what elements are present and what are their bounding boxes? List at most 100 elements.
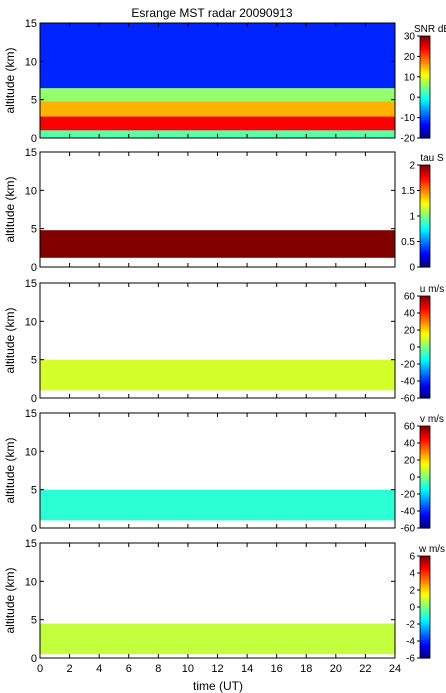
colorbar-segment xyxy=(420,576,430,580)
colorbar-segment xyxy=(420,249,430,253)
colorbar-segment xyxy=(420,599,430,603)
y-tick-label: 5 xyxy=(31,95,37,107)
colorbar-segment xyxy=(420,94,430,98)
colorbar-segment xyxy=(420,617,430,621)
colorbar-segment xyxy=(420,489,430,493)
colorbar-segment xyxy=(420,596,430,600)
colorbar-segment xyxy=(420,301,430,305)
colorbar-label: SNR dB xyxy=(414,24,446,35)
colorbar-tick-label: 6 xyxy=(409,552,415,563)
colorbar-segment xyxy=(420,487,430,491)
y-axis-label: altitude (km) xyxy=(3,176,17,242)
x-axis-label: time (UT) xyxy=(193,679,243,693)
x-tick-label: 12 xyxy=(211,663,223,675)
colorbar-segment xyxy=(420,233,430,237)
y-tick-label: 0 xyxy=(31,523,37,535)
panel-1: 0 5 10 15 altitude (km) SNR dB30 20 10 0 -10 -20 xyxy=(3,18,446,145)
colorbar-tick-label: 0 xyxy=(409,603,415,614)
colorbar-segment xyxy=(420,38,430,42)
colorbar-segment xyxy=(420,431,430,435)
colorbar-segment xyxy=(420,385,430,389)
colorbar-tick-label: 1.5 xyxy=(401,186,415,197)
colorbar-segment xyxy=(420,102,430,106)
x-tick-label: 24 xyxy=(389,663,401,675)
y-tick-label: 10 xyxy=(25,446,37,458)
colorbar-tick-label: 60 xyxy=(404,422,416,433)
y-tick-label: 5 xyxy=(31,224,37,236)
data-layer-5 xyxy=(40,23,395,89)
colorbar-segment xyxy=(420,226,430,230)
colorbar-segment xyxy=(420,216,430,220)
colorbar-segment xyxy=(420,652,430,657)
colorbar-segment xyxy=(420,208,430,212)
colorbar-label: w m/s xyxy=(418,544,445,555)
colorbar-segment xyxy=(420,135,430,139)
colorbar-segment xyxy=(420,334,430,338)
colorbar-segment xyxy=(420,125,430,129)
colorbar-segment xyxy=(420,499,430,504)
colorbar-tick-label: 0 xyxy=(409,343,415,354)
colorbar-segment xyxy=(420,92,430,96)
colorbar-segment xyxy=(420,627,430,631)
y-tick-label: 5 xyxy=(31,355,37,367)
y-tick-label: 15 xyxy=(25,538,37,550)
colorbar-segment xyxy=(420,510,430,514)
colorbar-segment xyxy=(420,341,430,346)
colorbar-segment xyxy=(420,256,430,260)
y-axis-label: altitude (km) xyxy=(3,437,17,503)
colorbar-segment xyxy=(420,612,430,616)
colorbar-tick-label: 1 xyxy=(409,212,415,223)
colorbar-segment xyxy=(420,264,430,268)
colorbar-segment xyxy=(420,238,430,243)
data-layer-4 xyxy=(40,88,395,102)
colorbar-segment xyxy=(420,566,430,570)
colorbar-segment xyxy=(420,296,430,300)
colorbar-tick-label: -20 xyxy=(401,360,416,371)
colorbar-segment xyxy=(420,298,430,302)
colorbar-segment xyxy=(420,372,430,376)
colorbar-segment xyxy=(420,507,430,511)
colorbar-segment xyxy=(420,392,430,397)
colorbar-segment xyxy=(420,259,430,263)
colorbar-segment xyxy=(420,180,430,184)
x-tick-label: 2 xyxy=(67,663,73,675)
colorbar-segment xyxy=(420,494,430,498)
colorbar-segment xyxy=(420,635,430,639)
colorbar-segment xyxy=(420,311,430,315)
y-tick-label: 0 xyxy=(31,393,37,405)
colorbar-segment xyxy=(420,382,430,386)
colorbar-segment xyxy=(420,471,430,476)
colorbar-segment xyxy=(420,172,430,176)
colorbar-segment xyxy=(420,586,430,590)
colorbar-segment xyxy=(420,336,430,340)
colorbar-segment xyxy=(420,558,430,562)
colorbar-segment xyxy=(420,443,430,447)
colorbar-segment xyxy=(420,624,430,628)
colorbar-segment xyxy=(420,241,430,245)
colorbar-segment xyxy=(420,517,430,521)
y-axis-label: altitude (km) xyxy=(3,307,17,373)
colorbar-segment xyxy=(420,446,430,450)
figure-title: Esrange MST radar 20090913 xyxy=(131,6,293,20)
colorbar-segment xyxy=(420,357,430,361)
colorbar-segment xyxy=(420,69,430,73)
colorbar-tick-label: 0 xyxy=(409,263,415,274)
colorbar-tick-label: -20 xyxy=(401,134,416,145)
colorbar-segment xyxy=(420,326,430,330)
colorbar-tick-label: -20 xyxy=(401,490,416,501)
colorbar-segment xyxy=(420,165,430,169)
colorbar-segment xyxy=(420,573,430,577)
colorbar-tick-label: -10 xyxy=(401,113,416,124)
colorbar-segment xyxy=(420,655,430,659)
colorbar-segment xyxy=(420,556,430,560)
colorbar-segment xyxy=(420,594,430,598)
colorbar-segment xyxy=(420,604,430,608)
colorbar-segment xyxy=(420,117,430,121)
colorbar-segment xyxy=(420,107,430,111)
colorbar-segment xyxy=(420,221,430,225)
x-tick-label: 6 xyxy=(126,663,132,675)
colorbar-segment xyxy=(420,303,430,307)
colorbar-segment xyxy=(420,182,430,186)
colorbar-segment xyxy=(420,563,430,567)
colorbar-segment xyxy=(420,492,430,496)
